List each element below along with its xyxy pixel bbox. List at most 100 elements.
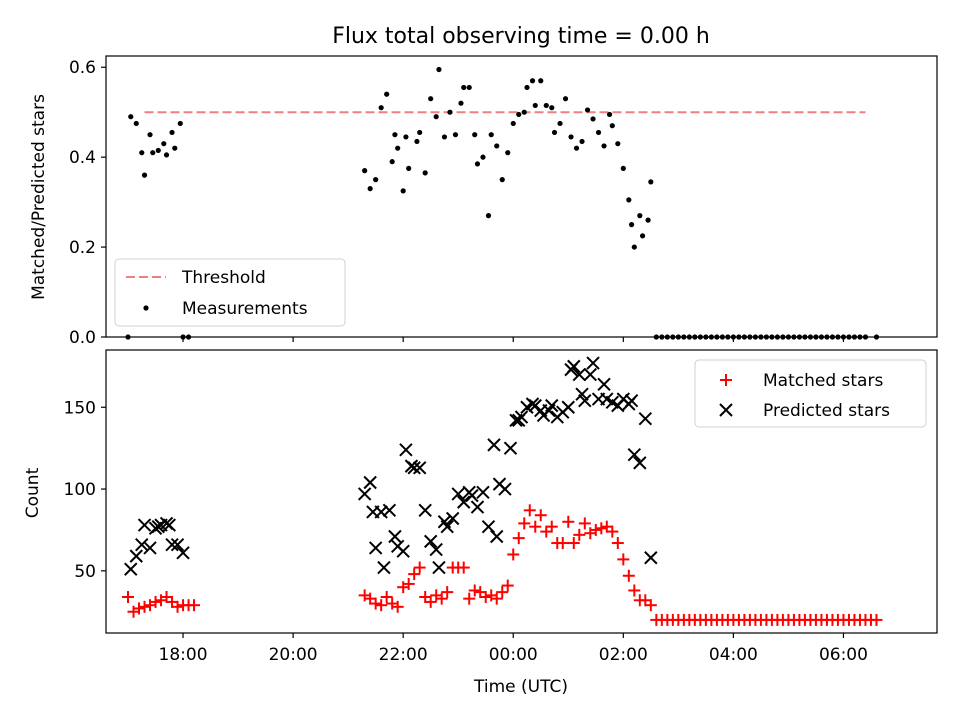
matched-star-point [595,522,608,535]
measurement-point [543,102,549,109]
legend-predicted-swatch [719,403,733,417]
matched-star-point [622,569,635,582]
predicted-star-point [514,410,529,424]
matched-star-point [512,532,525,545]
matched-star-point [441,586,454,599]
measurement-point [373,177,379,183]
measurement-point [461,84,467,91]
predicted-star-point [418,503,432,518]
predicted-star-point [481,519,496,534]
measurement-point [472,132,478,138]
predicted-star-point [399,443,413,457]
measurement-point [139,150,145,156]
matched-star-point [606,525,619,538]
measurement-point [378,105,384,111]
predicted-star-point [368,541,383,555]
measurement-point [485,213,492,219]
matched-star-point [628,584,641,597]
measurement-point [510,120,516,127]
predicted-star-point [170,537,185,552]
matched-star-point [463,592,476,605]
bottom-plot-area [122,356,883,626]
matched-star-point [171,600,184,613]
measurement-point [606,111,613,118]
predicted-star-point [363,475,377,490]
measurement-point [422,170,428,176]
matched-star-point [567,537,580,550]
measurement-point [538,78,544,84]
measurement-point [529,78,536,84]
top-legend: Threshold Measurements [114,258,346,327]
measurement-point [505,150,511,156]
matched-star-point [138,600,151,613]
predicted-star-point [382,503,397,518]
matched-star-point [479,591,492,604]
predicted-star-point [176,546,190,560]
measurement-point [573,145,580,151]
matched-star-point [490,592,503,605]
predicted-star-point [162,518,176,532]
matched-star-point [457,561,470,574]
matched-star-point [578,517,591,530]
top-chart-title: Flux total observing time = 0.00 h [332,24,710,49]
measurement-point [628,222,635,228]
measurement-point [521,109,527,115]
matched-star-point [122,591,135,604]
predicted-star-point [503,441,518,455]
predicted-star-point [374,505,388,519]
measurement-point [169,129,175,136]
predicted-star-point [377,560,391,575]
matched-star-point [644,599,657,612]
top-y-tick-label: 0.6 [69,58,96,78]
predicted-star-point [624,394,639,408]
measurement-point [172,145,178,151]
matched-star-point [870,613,883,626]
legend-measurements-swatch [143,305,149,311]
predicted-star-point [583,367,597,382]
matched-star-point [617,553,630,566]
matched-star-point [589,523,602,536]
matched-star-point [562,515,575,528]
measurement-point [433,114,439,120]
predicted-star-point [578,394,592,408]
matched-star-point [523,504,536,517]
measurement-point [458,100,464,106]
measurement-point [494,143,500,149]
measurement-point [551,129,558,136]
bottom-y-tick-label: 100 [64,480,96,500]
predicted-star-point [451,487,465,501]
matched-star-point [133,602,146,615]
predicted-star-point [487,438,501,452]
matched-star-point [518,517,531,530]
matched-star-point [402,577,415,590]
matched-star-point [545,520,558,533]
measurement-point [590,116,596,122]
measurement-point [626,197,632,203]
measurement-point [392,132,398,138]
bottom-y-axis-label: Count [23,467,43,518]
measurement-point [620,165,626,171]
matched-star-point [380,591,393,604]
x-axis-label: Time (UTC) [473,677,568,697]
matched-star-point [408,568,421,581]
measurement-point [562,96,569,102]
matched-star-point [413,561,426,574]
measurement-point [474,161,481,167]
top-y-ticks: 0.0 0.2 0.4 0.6 [69,58,845,348]
x-tick-label: 20:00 [269,645,318,665]
x-tick-label: 06:00 [819,645,868,665]
measurement-point [645,217,651,223]
predicted-star-point [432,560,446,575]
matched-star-point [507,548,520,561]
x-tick-label: 02:00 [599,645,648,665]
measurement-point [128,114,134,120]
measurement-point [516,111,522,118]
measurement-point [155,147,161,154]
matched-star-point [188,599,201,612]
bottom-y-tick-label: 50 [74,562,96,582]
bottom-y-tick-label: 150 [64,398,96,418]
predicted-star-point [567,359,581,374]
measurement-point [147,132,153,138]
measurement-point [637,213,643,219]
x-tick-label: 00:00 [489,645,538,665]
